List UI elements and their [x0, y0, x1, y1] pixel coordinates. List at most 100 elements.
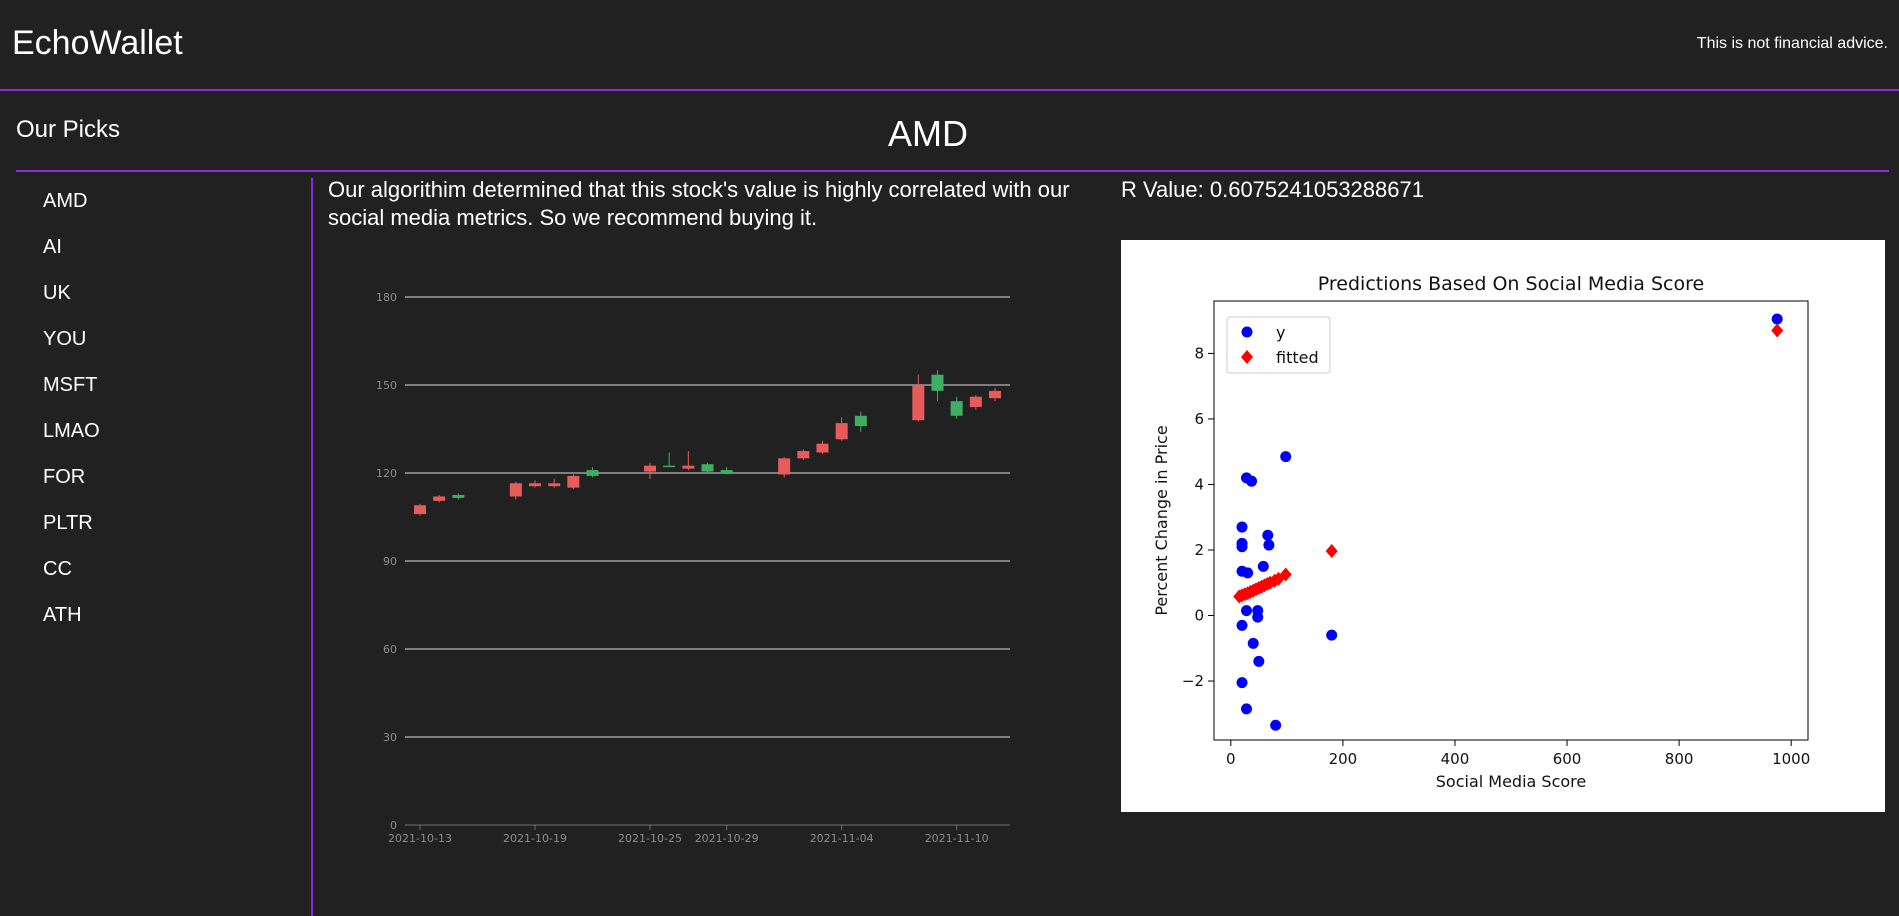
- candlestick-chart[interactable]: 0 30 60 90 120 150 180 2021-10-13 2021-10-19 2021…: [330, 275, 1030, 845]
- y-point-5: [1236, 677, 1248, 689]
- y-point-11: [1247, 637, 1259, 649]
- x-tick-label-2: 2021-10-25: [618, 832, 682, 845]
- fitted-point-16: [1771, 323, 1784, 338]
- y-tick-label-5: 150: [376, 379, 397, 392]
- candle-body-22: [989, 390, 1001, 399]
- sidebar-item-ath[interactable]: ATH: [43, 604, 82, 626]
- candle-body-21: [969, 396, 982, 407]
- y-point-21: [1771, 313, 1783, 325]
- candle-body-8: [644, 465, 656, 472]
- scatter-y-tick-label-3: 4: [1194, 475, 1204, 493]
- candle-body-9: [663, 465, 676, 468]
- sidebar-item-ai[interactable]: AI: [43, 236, 62, 258]
- scatter-x-axis-label: Social Media Score: [1436, 772, 1586, 791]
- scatter-y-tick-label-5: 8: [1194, 344, 1204, 362]
- scatter-plot-frame: [1213, 300, 1809, 741]
- candle-body-5: [548, 483, 561, 487]
- y-point-18: [1270, 719, 1282, 731]
- y-tick-label-3: 90: [383, 555, 397, 568]
- y-tick-label-1: 30: [383, 731, 397, 744]
- y-point-4: [1236, 619, 1248, 631]
- sidebar-item-uk[interactable]: UK: [43, 282, 71, 304]
- candle-body-15: [816, 443, 829, 453]
- sidebar-item-cc[interactable]: CC: [43, 558, 72, 580]
- candle-body-3: [509, 483, 522, 497]
- scatter-y-tick-label-0: −2: [1182, 672, 1204, 690]
- candle-body-7: [586, 470, 599, 476]
- y-point-7: [1241, 605, 1253, 617]
- page-title: AMD: [888, 113, 968, 154]
- disclaimer-text: This is not financial advice.: [1696, 35, 1888, 52]
- scatter-y-tick-label-1: 0: [1194, 607, 1204, 625]
- candle-body-10: [682, 465, 695, 469]
- scatter-x-tick-label-0: 0: [1226, 750, 1236, 768]
- scatter-x-tick-label-2: 400: [1441, 750, 1470, 768]
- scatter-x-tick-label-5: 1000: [1772, 750, 1810, 768]
- x-tick-label-3: 2021-10-29: [695, 832, 759, 845]
- candle-body-16: [835, 423, 848, 440]
- sidebar-item-amd[interactable]: AMD: [43, 190, 88, 212]
- candle-body-1: [433, 496, 446, 501]
- scatter-plot-panel: Predictions Based On Social Media Score 0…: [1121, 240, 1885, 812]
- sidebar-item-for[interactable]: FOR: [43, 466, 86, 488]
- y-point-2: [1236, 541, 1248, 553]
- y-tick-label-2: 60: [383, 643, 397, 656]
- sidebar-item-you[interactable]: YOU: [43, 328, 87, 350]
- recommendation-text: Our algorithim determined that this stoc…: [328, 177, 1070, 230]
- y-point-20: [1326, 629, 1338, 641]
- sidebar-divider: [311, 178, 313, 916]
- scatter-y-tick-label-2: 2: [1194, 541, 1204, 559]
- y-point-8: [1241, 703, 1253, 715]
- r-value-text: R Value: 0.6075241053288671: [1121, 177, 1424, 202]
- y-tick-label-6: 180: [376, 291, 397, 304]
- legend-frame: [1226, 316, 1331, 374]
- candle-body-19: [931, 374, 944, 391]
- scatter-y-tick-label-4: 6: [1194, 410, 1204, 428]
- sidebar: AMD AI UK YOU MSFT LMAO FOR PLTR CC ATH: [0, 186, 310, 646]
- y-tick-label-4: 120: [376, 467, 397, 480]
- y-point-13: [1252, 611, 1264, 623]
- candle-body-2: [452, 495, 465, 498]
- fitted-point-15: [1325, 543, 1338, 558]
- candle-body-17: [854, 415, 867, 427]
- y-point-10: [1246, 475, 1258, 487]
- app-brand[interactable]: EchoWallet: [12, 24, 183, 62]
- scatter-x-tick-label-4: 800: [1665, 750, 1694, 768]
- scatter-chart: Predictions Based On Social Media Score 0…: [1152, 273, 1810, 791]
- legend-label-y: y: [1276, 323, 1285, 342]
- candle-body-14: [797, 451, 810, 459]
- fitted-point-14: [1279, 567, 1292, 582]
- app-header: EchoWallet This is not financial advice.: [0, 0, 1899, 91]
- legend-fitted-marker: [1241, 350, 1253, 364]
- y-point-17: [1263, 539, 1275, 551]
- candle-body-13: [778, 458, 791, 475]
- y-point-0: [1236, 521, 1248, 533]
- scatter-legend: y fitted: [1226, 316, 1331, 374]
- legend-y-marker: [1241, 326, 1253, 338]
- x-tick-label-0: 2021-10-13: [388, 832, 452, 845]
- candle-body-20: [950, 401, 963, 416]
- candle-body-4: [529, 483, 541, 487]
- y-point-9: [1242, 567, 1254, 579]
- y-point-14: [1253, 655, 1265, 667]
- candle-body-18: [912, 385, 925, 421]
- sidebar-item-lmao[interactable]: LMAO: [43, 420, 100, 442]
- section-divider: [16, 170, 1889, 172]
- x-tick-label-4: 2021-11-04: [810, 832, 874, 845]
- y-tick-label-0: 0: [390, 819, 397, 832]
- candle-body-6: [567, 475, 580, 488]
- x-tick-label-1: 2021-10-19: [503, 832, 567, 845]
- sidebar-item-pltr[interactable]: PLTR: [43, 512, 93, 534]
- y-point-16: [1262, 529, 1274, 541]
- sidebar-item-msft[interactable]: MSFT: [43, 374, 98, 396]
- y-point-19: [1280, 451, 1292, 463]
- candle-body-12: [720, 470, 733, 473]
- scatter-x-tick-label-1: 200: [1329, 750, 1358, 768]
- x-tick-label-5: 2021-11-10: [925, 832, 989, 845]
- y-point-15: [1257, 560, 1269, 572]
- scatter-x-tick-label-3: 600: [1553, 750, 1582, 768]
- candle-body-11: [701, 464, 714, 472]
- candle-body-0: [414, 505, 426, 515]
- scatter-y-axis-label: Percent Change in Price: [1152, 425, 1171, 615]
- scatter-title: Predictions Based On Social Media Score: [1318, 273, 1704, 295]
